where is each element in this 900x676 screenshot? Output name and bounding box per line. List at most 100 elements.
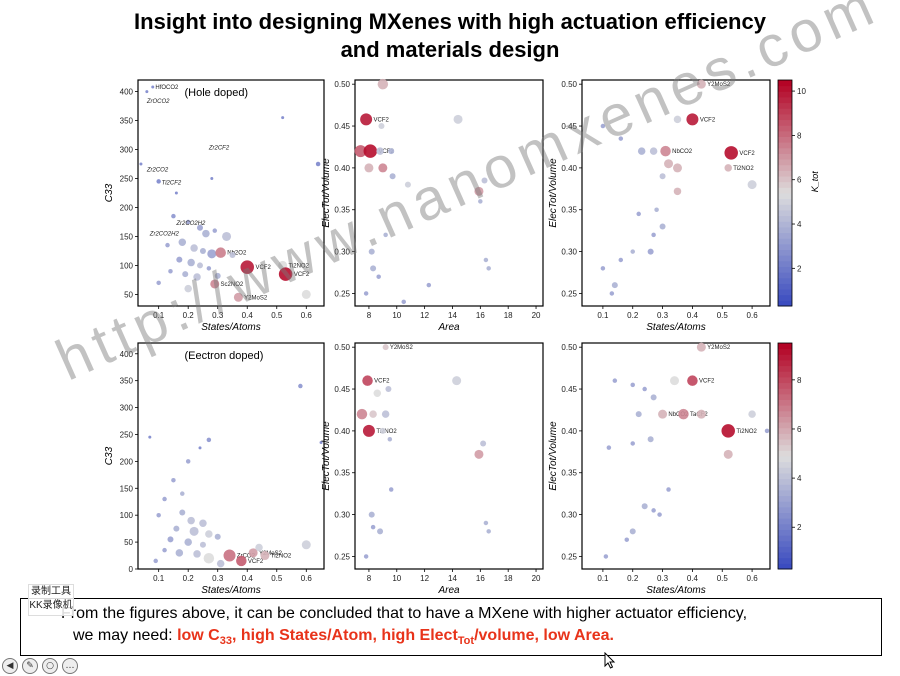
x-tick-label: 0.3 bbox=[657, 574, 669, 583]
data-point bbox=[182, 271, 189, 278]
data-point bbox=[187, 258, 195, 267]
colorbar-segment bbox=[778, 80, 792, 87]
colorbar: 2 4 6 8 bbox=[777, 342, 802, 570]
colorbar-segment bbox=[778, 405, 792, 412]
data-point bbox=[255, 543, 263, 552]
data-point bbox=[483, 520, 489, 526]
scatter-panel-5: 8 10 12 14 16 18 20 0.25 0.30 0.35 0.40 0.45 0.50 Are… bbox=[321, 342, 544, 596]
colorbar-segment bbox=[778, 371, 792, 378]
point-label: Zr2CF2 bbox=[208, 146, 230, 152]
colorbar-segment bbox=[778, 283, 792, 290]
colorbar-segment bbox=[778, 529, 792, 536]
y-tick-label: 0.45 bbox=[561, 122, 577, 131]
colorbar-segment bbox=[778, 399, 792, 406]
more-icon[interactable]: … bbox=[62, 658, 78, 674]
colorbar-segment bbox=[778, 348, 792, 355]
scatter-panel-1: 0.1 0.2 0.3 0.4 0.5 0.6 50 100 150 200 250 300 350 40… bbox=[104, 79, 325, 333]
data-point bbox=[382, 344, 389, 351]
data-point bbox=[452, 376, 462, 386]
x-axis-label: Area bbox=[437, 322, 460, 333]
data-point bbox=[178, 238, 187, 247]
y-tick-label: 0.45 bbox=[561, 385, 577, 394]
data-point bbox=[369, 410, 377, 418]
y-tick-label: 0.40 bbox=[334, 427, 350, 436]
data-point bbox=[203, 552, 215, 564]
point-label: ZrCO2 bbox=[237, 554, 256, 560]
data-point bbox=[278, 267, 293, 281]
point-label: Y2MoS2 bbox=[390, 345, 414, 351]
data-point bbox=[453, 114, 463, 124]
colorbar-segment bbox=[778, 85, 792, 92]
data-point bbox=[637, 147, 646, 155]
colorbar-segment bbox=[778, 226, 792, 234]
highlight-area: /volume, low Area. bbox=[474, 627, 614, 644]
point-label: Zr2CO2H2 bbox=[149, 231, 180, 237]
x-axis-label: Area bbox=[437, 585, 460, 596]
colorbar-tick-label: 6 bbox=[797, 425, 802, 434]
data-point bbox=[630, 382, 635, 388]
data-point bbox=[199, 541, 206, 548]
colorbar-segment bbox=[778, 91, 792, 98]
colorbar-segment bbox=[778, 359, 792, 367]
data-point bbox=[624, 537, 630, 542]
data-point bbox=[197, 262, 203, 269]
data-point bbox=[474, 449, 484, 459]
point-label: VCF2 bbox=[374, 379, 390, 385]
pen-icon[interactable]: ✎ bbox=[22, 658, 38, 674]
data-point bbox=[481, 177, 488, 184]
data-point bbox=[363, 144, 378, 158]
colorbar-segment bbox=[778, 108, 792, 115]
colorbar-segment bbox=[778, 113, 792, 121]
x-tick-label: 0.5 bbox=[717, 574, 729, 583]
data-point bbox=[240, 260, 254, 274]
point-label: Ti2CF2 bbox=[162, 180, 182, 186]
data-point bbox=[606, 445, 612, 450]
data-point bbox=[650, 394, 657, 401]
data-point bbox=[389, 173, 396, 180]
y-tick-label: 0.30 bbox=[561, 248, 577, 257]
point-label: Ti2NO2 bbox=[733, 166, 754, 172]
colorbar-segment bbox=[778, 153, 792, 160]
point-label: Y2MoS2 bbox=[259, 551, 283, 557]
data-point bbox=[654, 207, 659, 212]
colorbar-segment bbox=[778, 444, 792, 451]
data-point bbox=[376, 274, 381, 279]
y-tick-label: 0.45 bbox=[334, 385, 350, 394]
y-tick-label: 400 bbox=[120, 350, 134, 359]
x-tick-label: 0.2 bbox=[627, 311, 639, 320]
y-tick-label: 0.25 bbox=[561, 289, 577, 298]
x-tick-label: 0.5 bbox=[271, 574, 283, 583]
colorbar-segment bbox=[778, 181, 792, 188]
panel-annotation: (Eectron doped) bbox=[185, 350, 264, 362]
data-point bbox=[236, 555, 247, 567]
x-tick-label: 0.1 bbox=[153, 311, 165, 320]
data-point bbox=[205, 530, 213, 538]
x-tick-label: 0.5 bbox=[271, 311, 283, 320]
y-tick-label: 0.40 bbox=[561, 164, 577, 173]
next-circle-icon[interactable]: ○ bbox=[42, 658, 58, 674]
x-tick-label: 16 bbox=[476, 574, 485, 583]
colorbar-segment bbox=[778, 478, 792, 485]
y-tick-label: 250 bbox=[120, 175, 134, 184]
data-point bbox=[319, 441, 323, 445]
prev-arrow-icon[interactable]: ◀ bbox=[2, 658, 18, 674]
colorbar-segment bbox=[778, 427, 792, 434]
y-axis-label: ElecTot/Volume bbox=[321, 421, 332, 491]
colorbar-segment bbox=[778, 461, 792, 468]
colorbar-segment bbox=[778, 456, 792, 463]
conclusion-box: From the figures above, it can be conclu… bbox=[20, 598, 882, 656]
data-point bbox=[199, 519, 207, 528]
colorbar: 2 4 6 8 10 K_tot bbox=[777, 79, 820, 307]
colorbar-segment bbox=[778, 439, 792, 446]
x-tick-label: 0.3 bbox=[212, 311, 224, 320]
data-point bbox=[363, 291, 369, 296]
colorbar-segment bbox=[778, 376, 792, 384]
point-label: Ti2NO2 bbox=[288, 263, 309, 269]
y-axis-label: ElecTot/Volume bbox=[548, 158, 559, 228]
data-point bbox=[167, 536, 174, 543]
data-point bbox=[376, 147, 384, 155]
data-point bbox=[600, 123, 606, 129]
x-tick-label: 14 bbox=[448, 311, 457, 320]
colorbar-segment bbox=[778, 472, 792, 480]
